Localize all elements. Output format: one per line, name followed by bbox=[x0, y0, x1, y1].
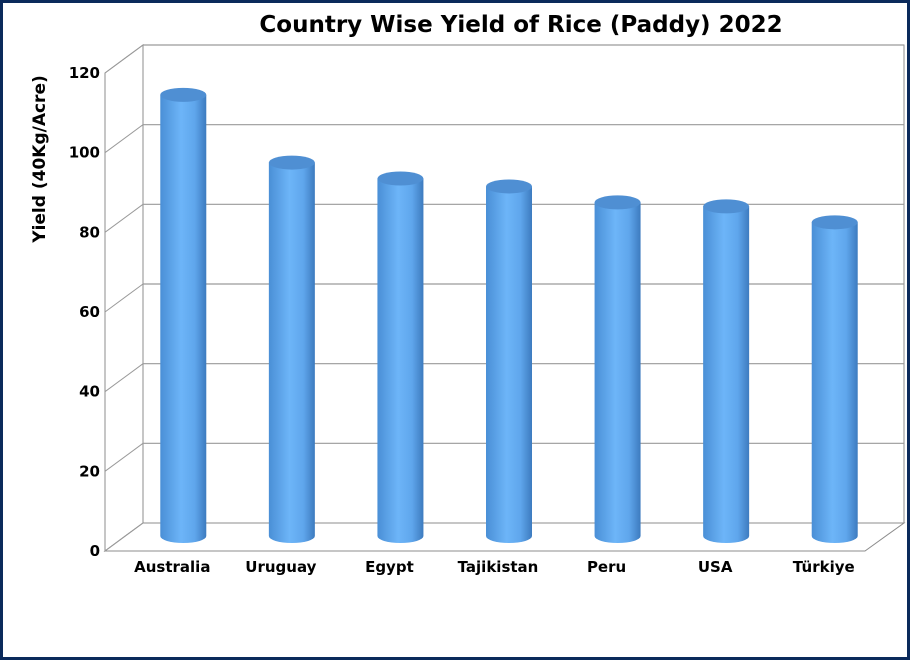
bar-body bbox=[486, 186, 532, 543]
bar bbox=[486, 179, 532, 543]
y-tick-label: 120 bbox=[69, 64, 100, 82]
y-tick-label: 40 bbox=[79, 383, 100, 401]
bar bbox=[268, 155, 315, 544]
x-tick-label: Türkiye bbox=[793, 558, 855, 576]
x-tick-label: Egypt bbox=[365, 558, 414, 576]
y-axis-ticks: 0 20 40 60 80 100 120 bbox=[69, 64, 100, 560]
x-tick-label: Australia bbox=[134, 558, 210, 576]
bar bbox=[594, 195, 641, 543]
bar-top bbox=[268, 155, 315, 170]
gridline-side bbox=[104, 522, 144, 552]
bar-body bbox=[268, 162, 315, 544]
gridline-side bbox=[104, 442, 144, 472]
bar bbox=[377, 171, 424, 543]
bar-body bbox=[703, 206, 750, 543]
x-axis-labels: Australia Uruguay Egypt Tajikistan Peru USA Tü… bbox=[134, 558, 855, 576]
y-tick-label: 0 bbox=[90, 542, 100, 560]
y-tick-label: 60 bbox=[79, 303, 100, 321]
y-tick-label: 80 bbox=[79, 223, 100, 241]
bar bbox=[703, 199, 750, 543]
bar-body bbox=[811, 222, 858, 544]
gridline-side bbox=[104, 283, 144, 313]
y-tick-label: 20 bbox=[79, 462, 100, 480]
bar-top bbox=[486, 179, 532, 194]
bars bbox=[160, 87, 858, 544]
x-tick-label: Tajikistan bbox=[458, 558, 539, 576]
gridline-side bbox=[104, 124, 144, 154]
bar-top bbox=[703, 199, 750, 214]
y-axis-label: Yield (40Kg/Acre) bbox=[30, 75, 50, 243]
bar-top bbox=[594, 195, 641, 210]
gridline-side bbox=[104, 203, 144, 233]
y-tick-label: 100 bbox=[69, 144, 100, 162]
gridline-side bbox=[104, 44, 144, 74]
bar-body bbox=[160, 94, 207, 543]
bar bbox=[811, 215, 858, 544]
bar-body bbox=[594, 202, 641, 543]
x-tick-label: Peru bbox=[587, 558, 626, 576]
x-tick-label: USA bbox=[698, 558, 733, 576]
gridline-side bbox=[104, 363, 144, 393]
bar-top bbox=[811, 215, 858, 230]
bar-body bbox=[377, 178, 424, 543]
chart-title: Country Wise Yield of Rice (Paddy) 2022 bbox=[259, 12, 782, 38]
bar-chart: 0 20 40 60 80 100 120 Australia Uruguay Egypt Taj… bbox=[30, 12, 906, 576]
bar-top bbox=[377, 171, 424, 186]
bar-top bbox=[160, 87, 207, 102]
bar bbox=[160, 87, 207, 543]
x-tick-label: Uruguay bbox=[245, 558, 316, 576]
